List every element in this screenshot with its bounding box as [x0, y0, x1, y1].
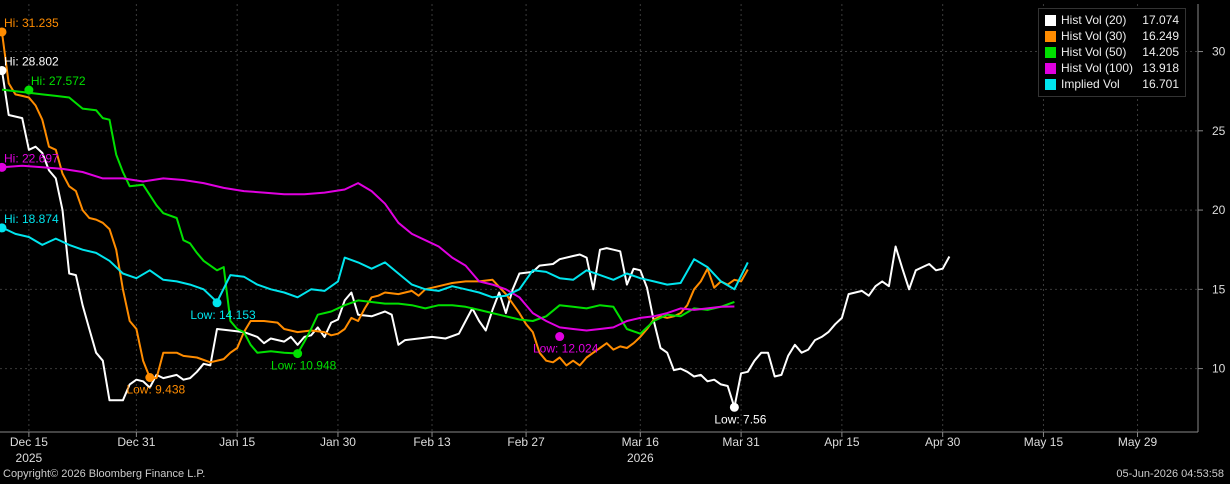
annotation-marker [212, 298, 222, 308]
x-tick-label: Feb 27 [507, 435, 545, 449]
y-tick-label: 25 [1212, 124, 1226, 138]
x-tick-label: Dec 15 [10, 435, 48, 449]
y-tick-label: 15 [1212, 282, 1226, 296]
legend-value: 17.074 [1142, 13, 1179, 27]
series-line-0 [1, 70, 951, 409]
legend-swatch [1045, 30, 1056, 42]
annotation-marker [145, 373, 155, 383]
legend-swatch [1045, 78, 1056, 90]
y-tick-label: 20 [1212, 203, 1226, 217]
annotation-label: Low: 14.153 [190, 308, 256, 322]
annotation-marker [0, 66, 7, 76]
x-tick-label: May 29 [1118, 435, 1158, 449]
legend-name: Hist Vol (50) [1061, 45, 1127, 59]
annotation-label: Hi: 27.572 [31, 74, 86, 88]
legend-name: Hist Vol (100) [1061, 61, 1134, 75]
x-tick-label: May 15 [1024, 435, 1064, 449]
x-year-label: 2026 [627, 451, 654, 465]
legend-entry: Hist Vol (100) 13.918 [1045, 60, 1179, 76]
legend-swatch [1045, 14, 1056, 26]
copyright: Copyright© 2026 Bloomberg Finance L.P. [3, 468, 206, 480]
x-tick-label: Feb 13 [413, 435, 451, 449]
y-tick-label: 30 [1212, 45, 1226, 59]
x-tick-label: Mar 31 [722, 435, 760, 449]
legend-name: Implied Vol [1061, 77, 1120, 91]
y-tick-label: 10 [1212, 362, 1226, 376]
x-tick-label: Dec 31 [117, 435, 155, 449]
annotation-marker [0, 162, 7, 172]
annotation-marker [293, 349, 303, 359]
legend-value: 16.701 [1142, 77, 1179, 91]
annotation-label: Low: 12.024 [533, 342, 599, 356]
x-tick-label: Apr 15 [824, 435, 860, 449]
legend-entry: Hist Vol (20) 17.074 [1045, 12, 1179, 28]
legend-entry: Implied Vol 16.701 [1045, 76, 1179, 92]
series-line-1 [1, 32, 749, 380]
annotation-marker [0, 223, 7, 233]
series-line-4 [1, 226, 749, 303]
legend-name: Hist Vol (20) [1061, 13, 1127, 27]
series-line-3 [1, 164, 735, 332]
x-tick-label: Jan 15 [219, 435, 255, 449]
legend-name: Hist Vol (30) [1061, 29, 1127, 43]
annotation-label: Hi: 18.874 [4, 212, 59, 226]
annotation-label: Low: 10.948 [271, 359, 337, 373]
legend-value: 14.205 [1142, 45, 1179, 59]
series-line-2 [1, 88, 735, 355]
x-tick-label: Mar 16 [622, 435, 660, 449]
x-year-label: 2025 [16, 451, 43, 465]
legend: Hist Vol (20) 17.074 Hist Vol (30) 16.249 Hi… [1038, 8, 1186, 97]
legend-value: 16.249 [1142, 29, 1179, 43]
legend-entry: Hist Vol (30) 16.249 [1045, 28, 1179, 44]
legend-value: 13.918 [1142, 61, 1179, 75]
annotation-label: Low: 7.56 [714, 412, 766, 426]
annotation-label: Low: 9.438 [126, 383, 185, 397]
annotation-label: Hi: 22.697 [4, 151, 59, 165]
legend-swatch [1045, 46, 1056, 58]
annotation-marker [0, 27, 7, 37]
legend-swatch [1045, 62, 1056, 74]
x-tick-label: Jan 30 [320, 435, 356, 449]
x-tick-label: Apr 30 [925, 435, 961, 449]
annotation-marker [729, 402, 739, 412]
annotation-marker [24, 85, 34, 95]
timestamp: 05-Jun-2026 04:53:58 [1116, 468, 1224, 480]
annotation-marker [555, 332, 565, 342]
annotation-label: Hi: 28.802 [4, 55, 59, 69]
legend-entry: Hist Vol (50) 14.205 [1045, 44, 1179, 60]
annotation-label: Hi: 31.235 [4, 16, 59, 30]
